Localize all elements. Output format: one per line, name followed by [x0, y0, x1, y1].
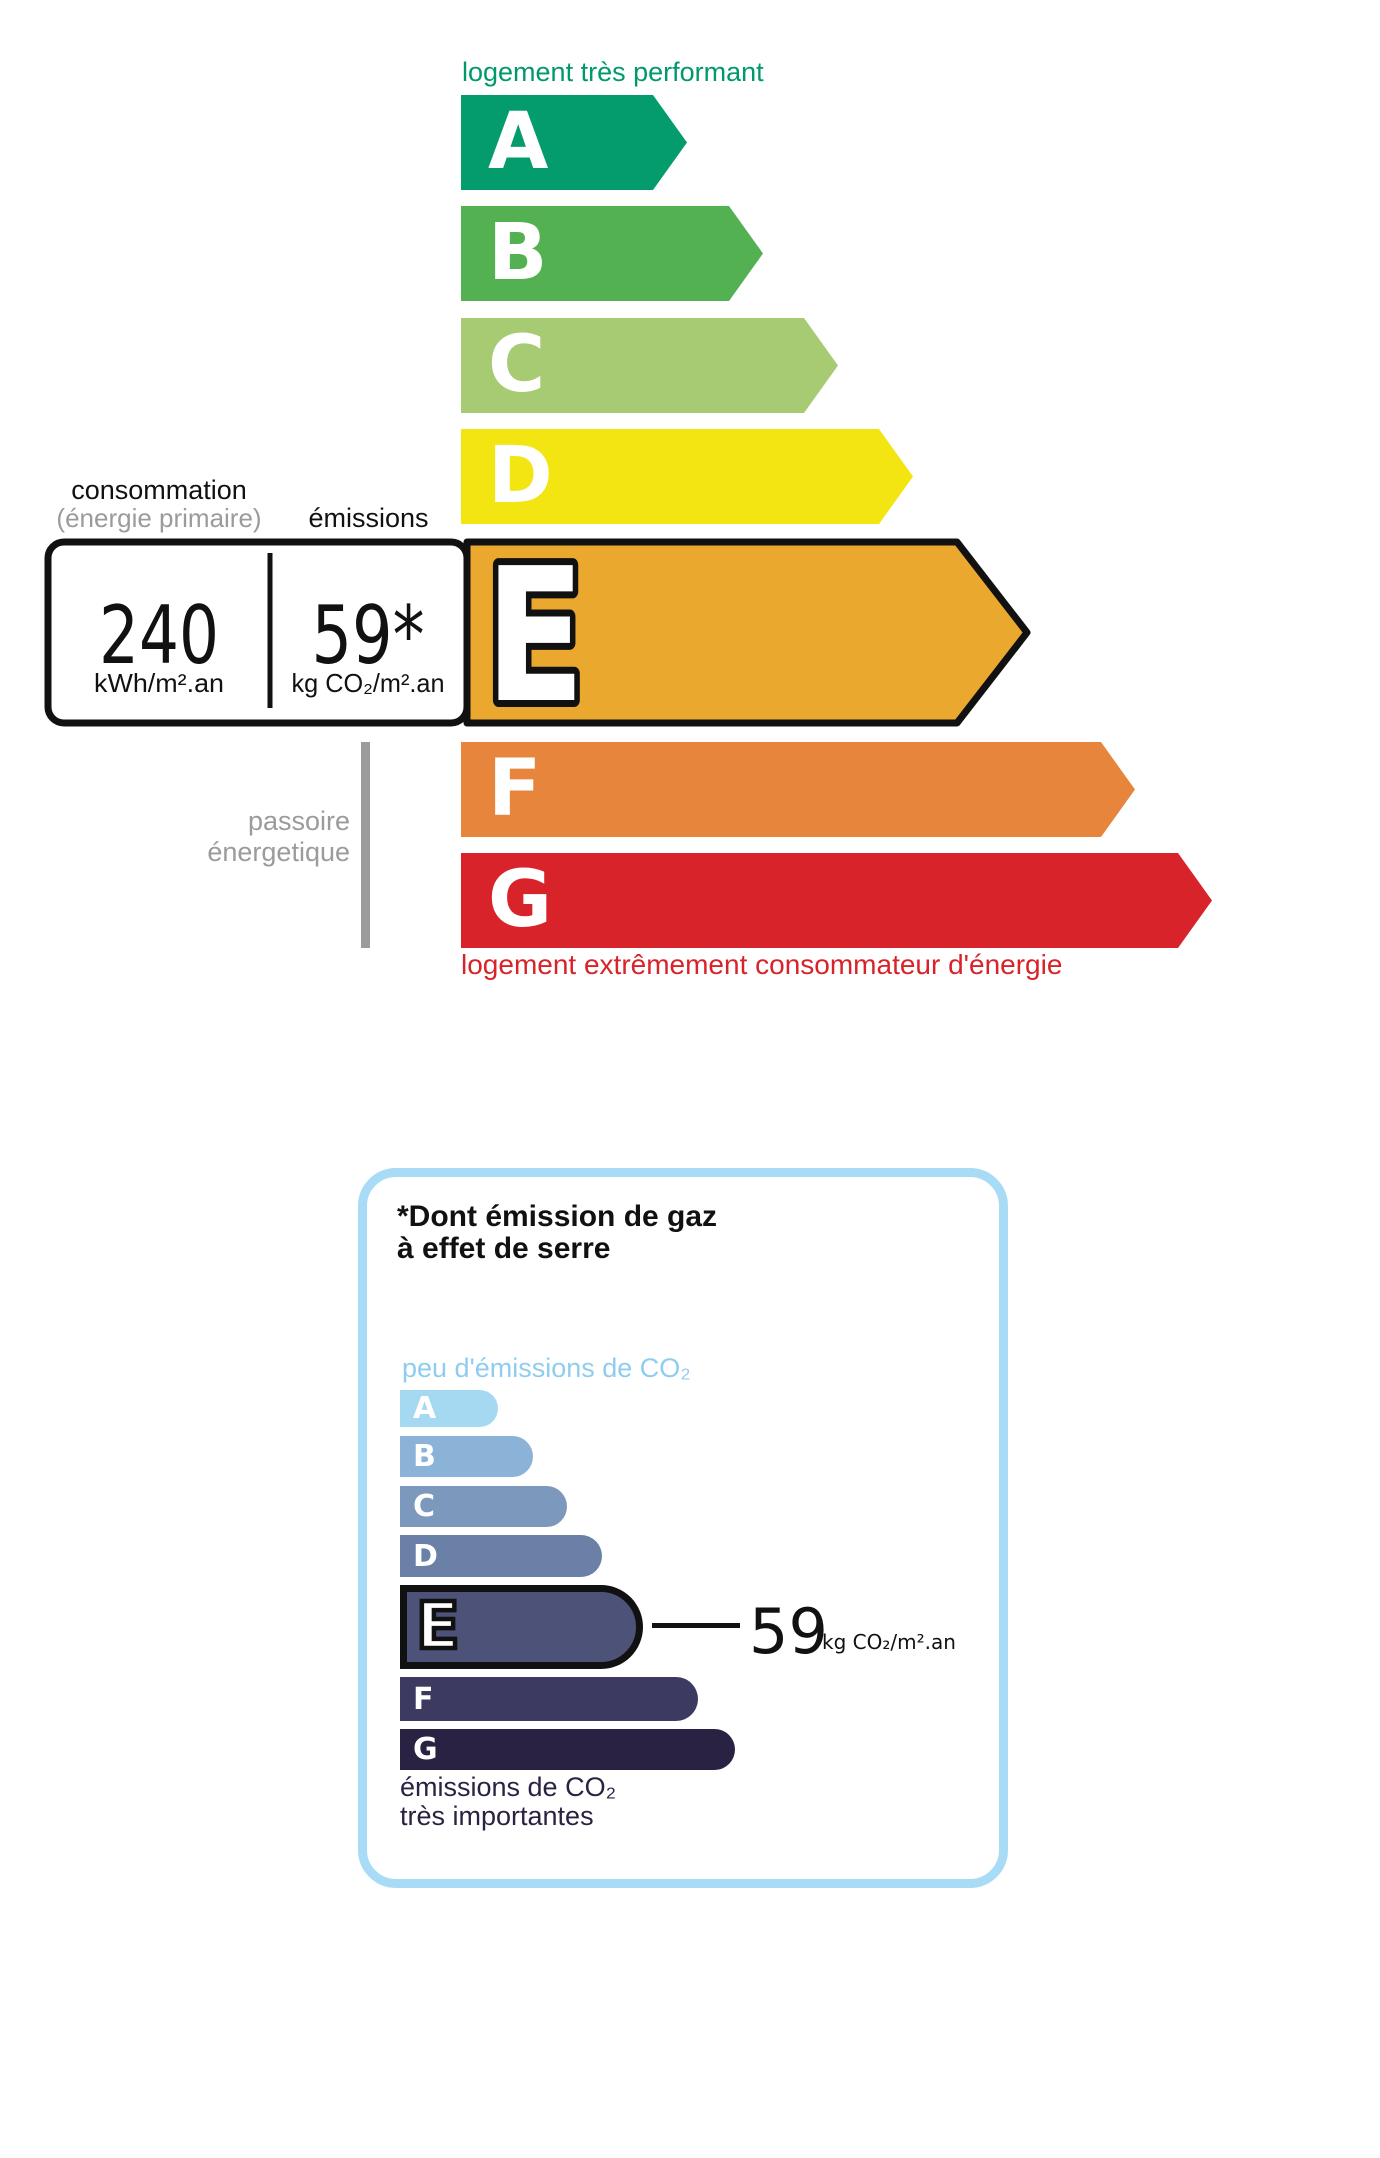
energy-class-arrow-c: C: [461, 318, 838, 413]
co2-high-caption: émissions de CO₂ très importantes: [400, 1773, 616, 1831]
consumption-header: consommation: [71, 475, 247, 505]
energy-class-letter-b: B: [488, 208, 548, 298]
co2-emissions-panel: *Dont émission de gaz à effet de serre p…: [358, 1168, 1008, 1888]
energy-class-letter-f: F: [488, 744, 542, 834]
current-class-letter: E: [485, 535, 585, 735]
energy-class-letter-c: C: [488, 320, 546, 410]
top-performance-caption: logement très performant: [462, 57, 764, 87]
energy-sieve-label-line1: passoire: [247, 806, 350, 836]
energy-class-arrow-b: B: [461, 206, 763, 301]
co2-class-letter-f: F: [413, 1681, 434, 1717]
energy-class-arrow-a: A: [461, 95, 687, 190]
co2-class-letter-g: G: [413, 1732, 438, 1767]
co2-class-bar-f: F: [400, 1677, 698, 1721]
co2-class-bar-e-current: E: [400, 1585, 643, 1669]
energy-class-letter-a: A: [488, 97, 549, 187]
co2-class-bar-g: G: [400, 1729, 735, 1770]
co2-panel-title-line2: à effet de serre: [397, 1232, 611, 1265]
energy-class-letter-g: G: [488, 855, 553, 945]
consumption-unit: kWh/m².an: [94, 668, 224, 698]
energy-class-letter-d: D: [488, 431, 553, 521]
energy-sieve-label-line2: énergetique: [207, 837, 350, 867]
co2-high-caption-line1: émissions de CO₂: [400, 1772, 617, 1802]
primary-energy-subheader: (énergie primaire): [56, 503, 262, 533]
emissions-value: 59*: [312, 589, 425, 682]
values-box: [44, 538, 471, 727]
co2-class-bar-a: A: [400, 1390, 498, 1427]
co2-panel-title: *Dont émission de gaz à effet de serre: [397, 1201, 717, 1265]
co2-class-bar-d: D: [400, 1535, 602, 1577]
co2-value-connector-line: [652, 1623, 740, 1628]
co2-class-bar-b: B: [400, 1436, 533, 1477]
energy-class-arrow-g: G: [461, 853, 1212, 948]
energy-class-arrow-d: D: [461, 429, 913, 524]
current-class-row: 240 kWh/m².an 59* kg CO₂/m².an E: [44, 535, 1031, 735]
co2-value: 59: [749, 1595, 828, 1668]
emissions-header: émissions: [308, 503, 429, 533]
energy-sieve-label: passoire énergetique: [130, 806, 350, 868]
co2-class-letter-e: E: [414, 1588, 462, 1667]
bottom-consumption-caption: logement extrêmement consommateur d'éner…: [461, 949, 1063, 980]
co2-class-bar-c: C: [400, 1486, 567, 1527]
co2-class-letter-d: D: [413, 1538, 438, 1574]
consumption-value: 240: [99, 589, 219, 682]
co2-value-unit: kg CO₂/m².an: [822, 1630, 956, 1654]
energy-sieve-bar: [361, 742, 370, 948]
energy-class-arrow-f: F: [461, 742, 1135, 837]
co2-low-caption: peu d'émissions de CO₂: [402, 1353, 691, 1383]
co2-class-letter-a: A: [413, 1391, 437, 1426]
co2-high-caption-line2: très importantes: [400, 1801, 594, 1831]
co2-class-letter-b: B: [413, 1439, 436, 1474]
co2-panel-title-line1: *Dont émission de gaz: [397, 1200, 718, 1233]
emissions-unit: kg CO₂/m².an: [292, 668, 445, 698]
co2-class-letter-c: C: [413, 1489, 436, 1524]
